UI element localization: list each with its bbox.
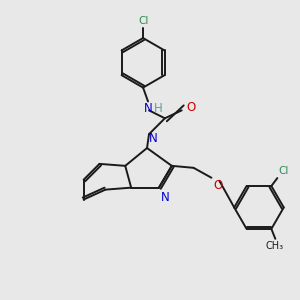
Text: N: N xyxy=(161,190,170,204)
Text: N: N xyxy=(144,102,152,116)
Text: Cl: Cl xyxy=(278,166,289,176)
Text: O: O xyxy=(213,179,223,192)
Text: O: O xyxy=(187,101,196,114)
Text: CH₃: CH₃ xyxy=(265,241,284,251)
Text: N: N xyxy=(149,132,158,145)
Text: H: H xyxy=(154,102,162,116)
Text: Cl: Cl xyxy=(138,16,148,26)
